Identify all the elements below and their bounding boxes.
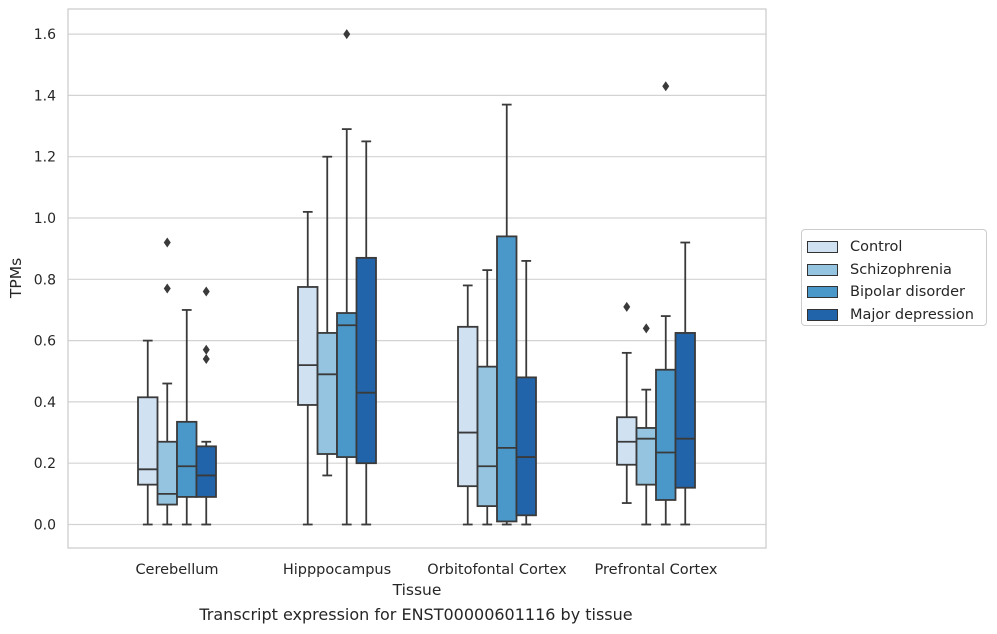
legend-item-major-depression: Major depression bbox=[807, 304, 986, 327]
x-tick-label: Hipppocampus bbox=[283, 562, 391, 578]
box-control-cerebellum bbox=[137, 339, 159, 526]
box-body bbox=[316, 332, 338, 455]
box-layer bbox=[137, 29, 696, 526]
y-tick-label: 1.0 bbox=[34, 211, 56, 227]
x-tick-label: Cerebellum bbox=[135, 562, 218, 578]
box-schizophrenia-cerebellum bbox=[156, 237, 178, 526]
box-body bbox=[195, 445, 217, 498]
y-tick-label: 0.0 bbox=[34, 518, 56, 534]
box-bipolar-disorder-cerebellum bbox=[176, 309, 198, 526]
legend-label-major-depression: Major depression bbox=[850, 306, 974, 323]
box-body bbox=[457, 325, 479, 488]
box-schizophrenia-orbitofontal-cortex bbox=[476, 269, 498, 526]
box-schizophrenia-prefrontal-cortex bbox=[635, 323, 657, 526]
legend-swatch-major-depression bbox=[807, 308, 838, 321]
y-tick-label: 0.2 bbox=[34, 456, 56, 472]
box-body bbox=[635, 427, 657, 486]
y-tick-label: 1.2 bbox=[34, 150, 56, 166]
box-major-depression-prefrontal-cortex bbox=[674, 241, 696, 526]
box-major-depression-cerebellum bbox=[195, 286, 217, 526]
y-tick-label: 0.8 bbox=[34, 272, 56, 288]
box-body bbox=[156, 440, 178, 506]
box-bipolar-disorder-orbitofontal-cortex bbox=[496, 103, 518, 526]
box-body bbox=[297, 286, 319, 406]
legend-item-bipolar-disorder: Bipolar disorder bbox=[807, 281, 986, 304]
y-axis-label: TPMs bbox=[7, 258, 25, 299]
x-tick-labels: Cerebellum Hipppocampus Orbitofontal Corte… bbox=[135, 562, 717, 578]
box-body bbox=[674, 332, 696, 489]
box-body bbox=[176, 420, 198, 498]
legend-label-bipolar-disorder: Bipolar disorder bbox=[850, 284, 965, 301]
box-major-depression-orbitofontal-cortex bbox=[515, 260, 537, 526]
box-bipolar-disorder-hipppocampus bbox=[336, 29, 358, 526]
box-schizophrenia-hipppocampus bbox=[316, 155, 338, 477]
box-bipolar-disorder-prefrontal-cortex bbox=[655, 81, 677, 526]
y-tick-label: 1.6 bbox=[34, 27, 56, 43]
outlier-point bbox=[202, 344, 210, 355]
legend-item-control: Control bbox=[807, 236, 986, 259]
legend-item-schizophrenia: Schizophrenia bbox=[807, 259, 986, 282]
figure-caption: Transcript expression for ENST0000060111… bbox=[199, 605, 633, 624]
legend-swatch-schizophrenia bbox=[807, 263, 838, 276]
box-body bbox=[336, 312, 358, 458]
x-tick-label: Prefrontal Cortex bbox=[595, 562, 718, 578]
y-tick-label: 1.4 bbox=[34, 88, 56, 104]
legend-swatch-control bbox=[807, 241, 838, 254]
outlier-point bbox=[202, 286, 210, 297]
x-axis-label: Tissue bbox=[392, 581, 442, 599]
box-control-orbitofontal-cortex bbox=[457, 284, 479, 526]
box-body bbox=[655, 368, 677, 501]
y-tick-label: 0.6 bbox=[34, 334, 56, 350]
box-body bbox=[476, 365, 498, 508]
outlier-point bbox=[163, 237, 171, 248]
outlier-point bbox=[623, 301, 631, 312]
legend: Control Schizophrenia Bipolar disorder M… bbox=[801, 229, 987, 326]
outlier-point bbox=[343, 29, 351, 40]
x-tick-label: Orbitofontal Cortex bbox=[427, 562, 567, 578]
outlier-point bbox=[202, 353, 210, 364]
legend-label-schizophrenia: Schizophrenia bbox=[850, 261, 952, 278]
box-body bbox=[355, 256, 377, 465]
box-control-hipppocampus bbox=[297, 210, 319, 526]
y-tick-label: 0.4 bbox=[34, 395, 56, 411]
outlier-point bbox=[662, 81, 670, 92]
box-body bbox=[137, 396, 159, 486]
outlier-point bbox=[642, 323, 650, 334]
box-major-depression-hipppocampus bbox=[355, 140, 377, 526]
box-body bbox=[515, 376, 537, 517]
outlier-point bbox=[163, 283, 171, 294]
box-body bbox=[496, 235, 518, 523]
plot-frame bbox=[67, 8, 767, 549]
legend-label-control: Control bbox=[850, 239, 903, 256]
legend-swatch-bipolar-disorder bbox=[807, 286, 838, 299]
y-tick-labels: 0.0 0.2 0.4 0.6 0.8 1.0 1.2 1.4 1.6 bbox=[34, 27, 56, 533]
